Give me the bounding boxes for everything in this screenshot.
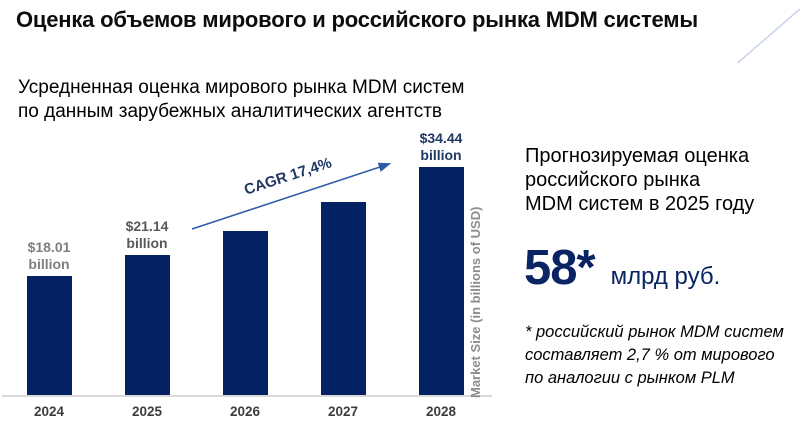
chart-subtitle: Усредненная оценка мирового рынка MDM си…	[18, 77, 465, 122]
x-axis-line	[2, 395, 492, 397]
bar-2024	[27, 276, 72, 395]
x-tick-label-2027: 2027	[327, 404, 359, 419]
x-tick-label-2024: 2024	[33, 404, 65, 419]
bar-2028	[419, 167, 464, 395]
y-axis-label: Market Size (in billions of USD)	[468, 206, 483, 398]
bar-2026	[223, 231, 268, 395]
forecast-heading: Прогнозируемая оценка российского рынка …	[525, 145, 755, 215]
x-tick-label-2028: 2028	[425, 404, 457, 419]
world-market-chart: $18.01 billion 2024 $21.14 billion 2025 2026…	[0, 130, 505, 430]
forecast-value: 58*	[524, 241, 596, 295]
cagr-arrow	[191, 162, 392, 230]
page-title: Оценка объемов мирового и российского ры…	[16, 7, 698, 32]
forecast-unit: млрд руб.	[610, 263, 721, 290]
x-tick-label-2025: 2025	[131, 404, 163, 419]
footnote: * российский рынок MDM систем составляет…	[525, 323, 784, 387]
x-tick-label-2026: 2026	[229, 404, 261, 419]
bar-2025	[125, 255, 170, 395]
bar-value-label-2028: $34.44 billion	[419, 130, 463, 163]
forecast-value-row: 58* млрд руб.	[524, 240, 720, 296]
bar-2027	[321, 202, 366, 395]
bar-value-label-2024: $18.01 billion	[27, 239, 71, 272]
title-underline	[0, 8, 800, 64]
bar-value-label-2025: $21.14 billion	[125, 218, 169, 251]
